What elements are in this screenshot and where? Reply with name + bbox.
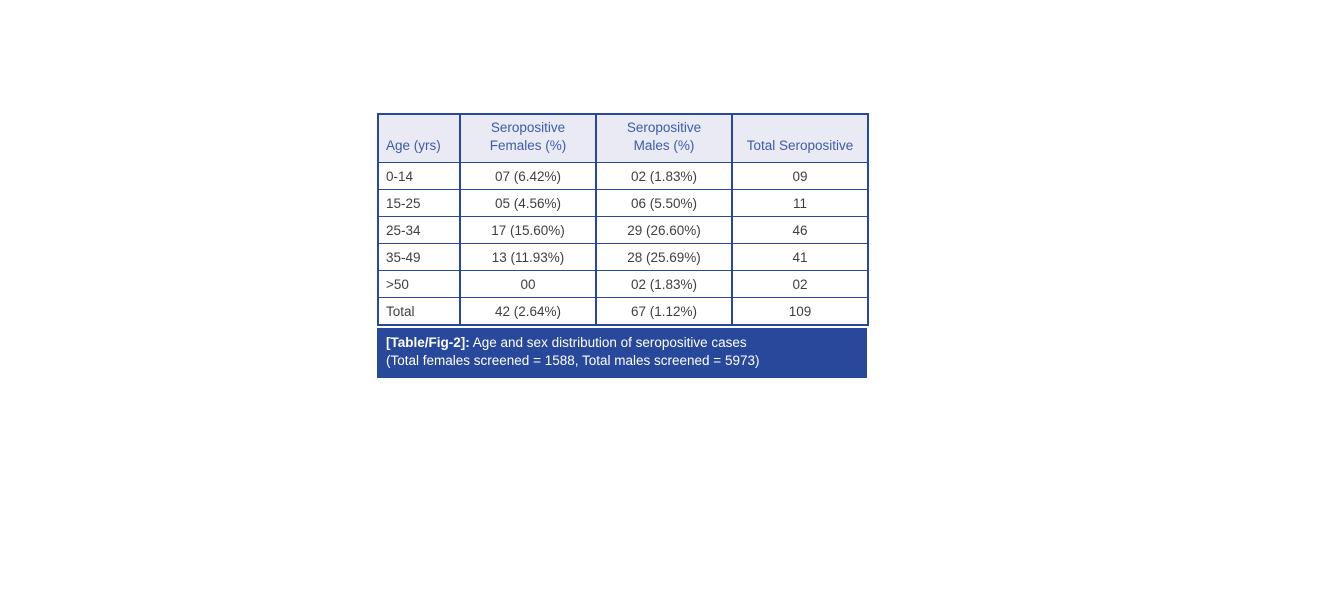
col-header-age: Age (yrs) <box>377 113 461 164</box>
cell-age: Total <box>377 297 461 326</box>
col-header-total-label: Total Seropositive <box>746 138 854 154</box>
col-header-seropositive-females: Seropositive Females (%) <box>459 113 597 164</box>
cell-age: 25-34 <box>377 216 461 245</box>
cell-males: 67 (1.12%) <box>595 297 733 326</box>
caption-tag: [Table/Fig-2]: <box>386 334 470 350</box>
table-row-25-34: 25-34 17 (15.60%) 29 (26.60%) 46 <box>377 216 869 245</box>
cell-total: 41 <box>731 243 869 272</box>
cell-total: 09 <box>731 162 869 191</box>
header-row: Age (yrs) Seropositive Females (%) Serop… <box>377 113 869 164</box>
col-header-females-line1: Seropositive <box>490 120 566 135</box>
cell-females: 13 (11.93%) <box>459 243 597 272</box>
cell-females: 00 <box>459 270 597 299</box>
cell-males: 06 (5.50%) <box>595 189 733 218</box>
table-row-total: Total 42 (2.64%) 67 (1.12%) 109 <box>377 297 869 326</box>
table-row-15-25: 15-25 05 (4.56%) 06 (5.50%) 11 <box>377 189 869 218</box>
col-header-total-seropositive: Total Seropositive <box>731 113 869 164</box>
col-header-seropositive-males: Seropositive Males (%) <box>595 113 733 164</box>
seropositive-table: Age (yrs) Seropositive Females (%) Serop… <box>377 113 869 326</box>
col-header-males-line2: Males (%) <box>633 138 695 154</box>
cell-age: 15-25 <box>377 189 461 218</box>
col-header-females-line2: Females (%) <box>489 138 567 154</box>
cell-females: 17 (15.60%) <box>459 216 597 245</box>
table-row-35-49: 35-49 13 (11.93%) 28 (25.69%) 41 <box>377 243 869 272</box>
col-header-age-label: Age (yrs) <box>386 138 441 154</box>
cell-males: 28 (25.69%) <box>595 243 733 272</box>
cell-age: >50 <box>377 270 461 299</box>
table-fig-2: Age (yrs) Seropositive Females (%) Serop… <box>377 113 869 378</box>
caption-line-1: [Table/Fig-2]: Age and sex distribution … <box>386 334 858 352</box>
cell-males: 02 (1.83%) <box>595 270 733 299</box>
cell-males: 29 (26.60%) <box>595 216 733 245</box>
cell-females: 07 (6.42%) <box>459 162 597 191</box>
cell-males: 02 (1.83%) <box>595 162 733 191</box>
cell-total: 109 <box>731 297 869 326</box>
cell-age: 35-49 <box>377 243 461 272</box>
col-header-males-line1: Seropositive <box>626 120 702 135</box>
cell-females: 42 (2.64%) <box>459 297 597 326</box>
caption-title: Age and sex distribution of seropositive… <box>472 334 747 350</box>
cell-females: 05 (4.56%) <box>459 189 597 218</box>
table-caption: [Table/Fig-2]: Age and sex distribution … <box>377 327 867 378</box>
table-row-over-50: >50 00 02 (1.83%) 02 <box>377 270 869 299</box>
cell-total: 46 <box>731 216 869 245</box>
table-row-0-14: 0-14 07 (6.42%) 02 (1.83%) 09 <box>377 162 869 191</box>
cell-total: 11 <box>731 189 869 218</box>
cell-age: 0-14 <box>377 162 461 191</box>
cell-total: 02 <box>731 270 869 299</box>
caption-line-2: (Total females screened = 1588, Total ma… <box>386 352 760 368</box>
